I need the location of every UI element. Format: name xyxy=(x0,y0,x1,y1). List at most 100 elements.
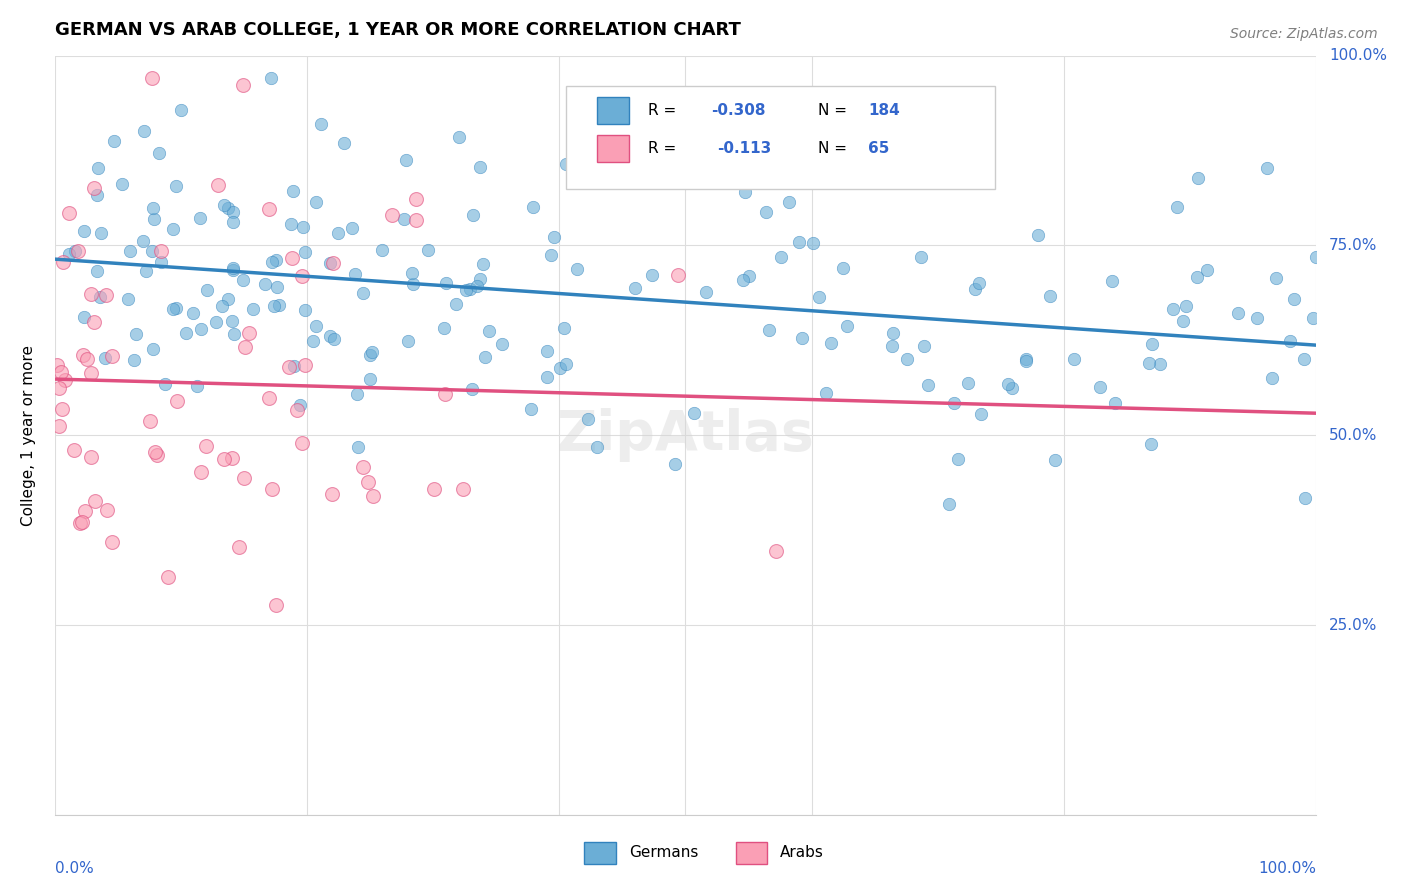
Germans xyxy=(305,195,328,210)
Germans xyxy=(162,301,184,316)
Germans xyxy=(86,263,108,277)
Germans xyxy=(181,306,204,320)
Germans xyxy=(396,334,419,349)
Germans xyxy=(478,325,501,339)
Germans xyxy=(346,440,368,454)
Arabs xyxy=(228,540,250,554)
Germans xyxy=(222,214,245,228)
Arabs xyxy=(356,475,378,489)
Text: 65: 65 xyxy=(869,141,890,156)
Arabs xyxy=(69,516,91,530)
Germans xyxy=(1294,491,1316,506)
Germans xyxy=(125,327,148,342)
Arabs xyxy=(381,208,404,222)
Arabs xyxy=(190,465,212,479)
Arabs xyxy=(285,402,308,417)
Text: 25.0%: 25.0% xyxy=(1329,617,1378,632)
Germans xyxy=(217,201,239,215)
FancyBboxPatch shape xyxy=(598,97,628,124)
FancyBboxPatch shape xyxy=(735,841,768,864)
FancyBboxPatch shape xyxy=(585,841,616,864)
Germans xyxy=(1140,336,1163,351)
Germans xyxy=(309,118,332,132)
Germans xyxy=(359,372,381,386)
Arabs xyxy=(96,503,118,517)
Germans xyxy=(943,395,966,409)
Germans xyxy=(283,359,305,374)
Arabs xyxy=(322,256,344,270)
Germans xyxy=(266,280,288,294)
Arabs xyxy=(139,414,162,428)
Germans xyxy=(1063,351,1085,366)
Germans xyxy=(1137,356,1160,370)
Germans xyxy=(253,277,276,291)
Germans xyxy=(395,153,418,168)
Germans xyxy=(882,326,904,340)
Germans xyxy=(461,382,484,396)
Germans xyxy=(1264,271,1286,285)
Germans xyxy=(222,260,245,275)
Arabs xyxy=(94,287,117,301)
Text: Arabs: Arabs xyxy=(780,846,824,861)
Germans xyxy=(1039,289,1062,303)
Germans xyxy=(153,377,176,392)
Germans xyxy=(401,266,423,280)
Arabs xyxy=(264,599,287,613)
Germans xyxy=(1043,452,1066,467)
Arabs xyxy=(281,251,304,265)
Arabs xyxy=(49,366,72,380)
Germans xyxy=(808,290,831,304)
Germans xyxy=(1256,161,1278,176)
Arabs xyxy=(294,359,316,373)
Germans xyxy=(1140,437,1163,451)
Text: -0.308: -0.308 xyxy=(710,103,765,118)
Germans xyxy=(352,286,374,301)
Arabs xyxy=(52,255,75,269)
Germans xyxy=(896,352,918,367)
Germans xyxy=(263,299,285,313)
Text: R =: R = xyxy=(648,103,681,118)
Arabs xyxy=(194,439,217,453)
Arabs xyxy=(233,341,256,355)
Germans xyxy=(222,205,245,219)
Arabs xyxy=(48,418,70,433)
Germans xyxy=(302,334,325,349)
Text: GERMAN VS ARAB COLLEGE, 1 YEAR OR MORE CORRELATION CHART: GERMAN VS ARAB COLLEGE, 1 YEAR OR MORE C… xyxy=(55,21,741,39)
Germans xyxy=(281,184,304,198)
Germans xyxy=(1261,371,1284,385)
Germans xyxy=(323,332,346,346)
Germans xyxy=(536,343,558,358)
Germans xyxy=(1282,292,1305,306)
Germans xyxy=(695,285,717,299)
Germans xyxy=(1149,357,1171,371)
Germans xyxy=(190,211,212,225)
Germans xyxy=(343,268,366,282)
Germans xyxy=(73,224,96,238)
Germans xyxy=(190,322,212,336)
Arabs xyxy=(72,348,94,362)
Text: N =: N = xyxy=(818,103,852,118)
Germans xyxy=(540,248,562,262)
Germans xyxy=(86,188,108,202)
Germans xyxy=(910,250,932,264)
Arabs xyxy=(157,570,180,584)
Germans xyxy=(565,262,588,277)
Germans xyxy=(260,71,283,86)
Germans xyxy=(211,299,233,313)
Germans xyxy=(73,310,96,324)
Germans xyxy=(555,358,578,372)
Arabs xyxy=(141,71,163,86)
Germans xyxy=(446,297,468,311)
Arabs xyxy=(101,349,124,363)
Germans xyxy=(831,261,853,276)
Y-axis label: College, 1 year or more: College, 1 year or more xyxy=(21,345,35,525)
Germans xyxy=(522,200,544,214)
Text: R =: R = xyxy=(648,141,686,156)
Germans xyxy=(731,273,754,287)
Arabs xyxy=(80,366,103,380)
Germans xyxy=(758,323,780,337)
Germans xyxy=(1305,251,1327,265)
Germans xyxy=(149,254,172,268)
Germans xyxy=(1187,170,1209,185)
Arabs xyxy=(405,213,427,227)
